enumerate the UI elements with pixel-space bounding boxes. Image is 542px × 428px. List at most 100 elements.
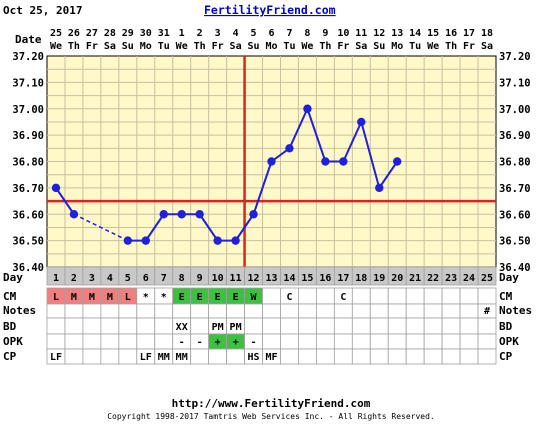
opk-cell-value: -	[179, 337, 185, 348]
date-weekday: Mo	[140, 41, 152, 52]
date-weekday: Th	[445, 41, 457, 52]
cp-cell-value: HS	[248, 352, 260, 363]
day-cell-value: 5	[125, 273, 131, 284]
notes-cell	[405, 303, 425, 319]
cm-cell	[298, 287, 317, 305]
cm-cell-value: W	[251, 292, 258, 303]
date-weekday: Fr	[86, 41, 98, 52]
bd-row-label-left: BD	[3, 320, 17, 333]
y-tick-label-right: 37.00	[499, 104, 531, 116]
bd-cell	[136, 317, 156, 335]
temperature-point-day-20	[393, 157, 402, 166]
notes-cell-value: #	[484, 306, 490, 317]
day-cell-value: 13	[265, 273, 277, 284]
day-cell-value: 23	[445, 273, 457, 284]
cm-cell	[262, 287, 281, 305]
cp-cell	[441, 348, 461, 365]
temperature-point-day-12	[249, 210, 258, 219]
cm-cell	[351, 287, 371, 305]
date-number: 3	[215, 28, 221, 39]
bd-cell	[280, 317, 299, 335]
notes-cell	[423, 303, 443, 319]
day-cell-value: 12	[248, 273, 260, 284]
cm-row-label-left: CM	[3, 290, 17, 303]
opk-cell	[280, 333, 299, 350]
notes-cell	[46, 303, 66, 319]
bd-cell	[154, 317, 174, 335]
temperature-point-day-15	[303, 104, 312, 113]
y-tick-label-left: 36.40	[12, 262, 44, 274]
opk-cell	[459, 333, 479, 350]
brand-title: FertilityFriend.com	[204, 3, 336, 17]
bd-cell	[351, 317, 371, 335]
date-weekday: Mo	[265, 41, 277, 52]
cp-cell	[64, 348, 84, 365]
chart-start-date: Oct 25, 2017	[3, 4, 82, 17]
date-weekday: Su	[122, 41, 134, 52]
date-number: 7	[286, 28, 292, 39]
date-number: 13	[391, 28, 403, 39]
cp-cell	[333, 348, 353, 365]
cp-cell	[100, 348, 120, 365]
cp-cell-value: MM	[176, 352, 188, 363]
cm-cell-value: *	[143, 292, 149, 303]
day-cell-value: 7	[161, 273, 167, 284]
notes-cell	[441, 303, 461, 319]
day-cell-value: 8	[179, 273, 185, 284]
bd-cell	[100, 317, 120, 335]
cp-row-label-right: CP	[499, 350, 513, 363]
cm-row-label-right: CM	[499, 290, 513, 303]
opk-cell	[405, 333, 425, 350]
y-tick-label-left: 37.20	[12, 51, 44, 63]
y-tick-label-right: 37.20	[499, 51, 531, 63]
cm-cell-value: M	[71, 292, 77, 303]
notes-cell	[64, 303, 84, 319]
date-number: 25	[50, 28, 62, 39]
temperature-point-day-1	[51, 183, 61, 193]
date-number: 10	[337, 28, 349, 39]
bd-cell-value: PM	[212, 322, 224, 333]
opk-cell-value: +	[233, 337, 239, 348]
temperature-line-segment	[198, 213, 219, 242]
day-cell-value: 17	[337, 273, 349, 284]
date-number: 2	[197, 28, 203, 39]
date-number: 16	[445, 28, 457, 39]
day-cell-value: 9	[197, 273, 203, 284]
date-weekday: Th	[68, 41, 80, 52]
cm-cell	[387, 287, 407, 305]
opk-cell-value: -	[197, 337, 203, 348]
cp-cell	[315, 348, 335, 365]
temperature-line-segment	[306, 108, 327, 162]
opk-cell	[351, 333, 371, 350]
notes-cell	[136, 303, 156, 319]
opk-cell	[387, 333, 407, 350]
bd-cell	[441, 317, 461, 335]
notes-cell	[118, 303, 138, 319]
temperature-line-segment	[360, 121, 381, 189]
day-cell-value: 20	[391, 273, 403, 284]
temperature-point-day-10	[213, 236, 222, 245]
temperature-point-day-7	[159, 210, 168, 219]
temperature-point-day-5	[123, 236, 133, 245]
notes-cell	[387, 303, 407, 319]
date-weekday: Tu	[158, 41, 170, 52]
day-cell-value: 18	[355, 273, 367, 284]
date-weekday: Th	[319, 41, 331, 52]
cm-cell-value: E	[197, 292, 203, 303]
bd-cell	[477, 317, 497, 335]
date-number: 28	[104, 28, 116, 39]
notes-cell	[262, 303, 281, 319]
notes-cell	[208, 303, 227, 319]
date-row-label: Date	[15, 33, 42, 46]
cp-row-label-left: CP	[3, 350, 17, 363]
date-number: 17	[463, 28, 475, 39]
cp-cell	[82, 348, 102, 365]
temperature-point-day-19	[375, 183, 384, 193]
y-tick-label-right: 36.90	[499, 130, 531, 142]
y-tick-label-left: 36.50	[12, 236, 44, 248]
cm-cell	[423, 287, 443, 305]
temperature-line-segment	[288, 108, 309, 149]
bd-cell	[315, 317, 335, 335]
